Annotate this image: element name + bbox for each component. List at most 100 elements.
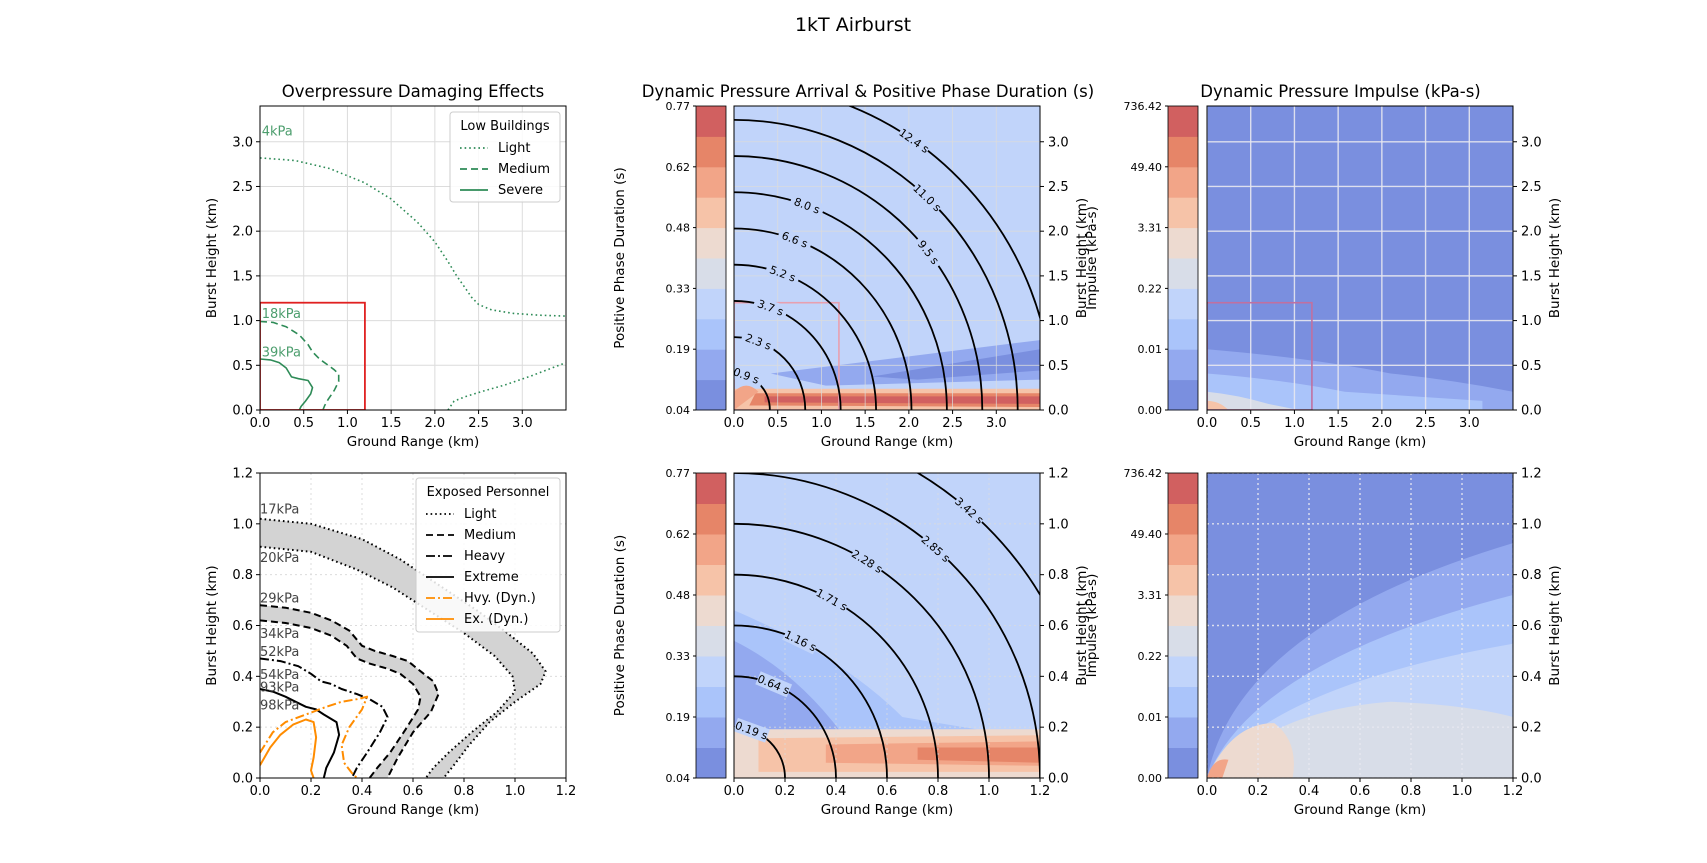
contour-line xyxy=(734,191,948,410)
filled-contour xyxy=(1207,759,1229,778)
series-line-medium xyxy=(260,604,440,778)
plot-area xyxy=(260,517,547,778)
colorbar-segment xyxy=(1168,686,1198,718)
x-axis-label: Ground Range (km) xyxy=(1294,434,1427,450)
y-tick-label: 0.6 xyxy=(1521,619,1542,634)
colorbar-segment xyxy=(696,747,726,779)
colorbar-tick-label: 0.62 xyxy=(666,161,691,174)
x-tick-label: 1.0 xyxy=(1452,784,1473,799)
contour-annotation: 52kPa xyxy=(260,645,299,660)
x-tick-label: 1.0 xyxy=(811,416,832,431)
x-tick-label: 0.0 xyxy=(250,784,271,799)
contour-label-bg xyxy=(912,234,945,270)
series-line-light xyxy=(447,361,566,410)
x-tick-label: 0.0 xyxy=(724,416,745,431)
x-tick-label: 0.2 xyxy=(301,784,322,799)
x-tick-label: 0.5 xyxy=(767,416,788,431)
colorbar-tick-label: 0.01 xyxy=(1138,711,1163,724)
y-tick-label: 1.0 xyxy=(1521,314,1542,329)
x-tick-label: 2.0 xyxy=(425,416,446,431)
y-tick-label: 1.0 xyxy=(1048,314,1069,329)
y-tick-label: 1.0 xyxy=(1048,517,1069,532)
colorbar-segment xyxy=(1168,197,1198,229)
panel-dynamic-arrival-top: 0.9 s2.3 s3.7 s5.2 s6.6 s8.0 s9.5 s11.0 … xyxy=(612,82,1094,450)
colorbar-tick-label: 736.42 xyxy=(1124,467,1163,480)
x-tick-label: 0.4 xyxy=(826,784,847,799)
colorbar-label: Positive Phase Duration (s) xyxy=(612,535,628,716)
y-tick-label: 0.0 xyxy=(1048,772,1069,787)
colorbar-tick-label: 0.04 xyxy=(666,772,691,785)
y-tick-label: 2.5 xyxy=(1521,180,1542,195)
colorbar-segment xyxy=(1168,717,1198,748)
panel-title: Overpressure Damaging Effects xyxy=(282,82,545,101)
colorbar-tick-label: 3.31 xyxy=(1138,222,1163,235)
y-tick-label: 0.2 xyxy=(1521,721,1542,736)
colorbar-frame xyxy=(695,105,727,411)
legend-entry: Medium xyxy=(464,528,516,543)
contour-line xyxy=(734,227,913,410)
x-tick-label: 1.0 xyxy=(505,784,526,799)
legend-title: Low Buildings xyxy=(460,119,549,134)
series-line-extreme xyxy=(260,688,341,778)
y-tick-label: 2.0 xyxy=(1048,225,1069,240)
colorbar-segment xyxy=(696,166,726,198)
y-tick-label: 0.2 xyxy=(232,721,253,736)
plot-area: 0.19 s0.64 s1.16 s1.71 s2.28 s 2.85 s3.42… xyxy=(734,473,1040,778)
legend-entry: Light xyxy=(498,141,530,156)
contour-label-bg xyxy=(788,192,826,218)
x-tick-label: 1.5 xyxy=(855,416,876,431)
panel-overpressure-top: 4kPa 18kPa 39kPa 0.0 0.5 1.0 1.5 2.0 2.5 3.0 0.0 0.… xyxy=(204,82,567,450)
axes-frame xyxy=(259,472,567,779)
y-axis-label: Burst Height (km) xyxy=(1074,565,1090,685)
plot-area xyxy=(1207,106,1513,410)
y-axis-label: Burst Height (km) xyxy=(1547,198,1563,318)
colorbar-segment xyxy=(696,288,726,320)
x-tick-label: 2.0 xyxy=(899,416,920,431)
colorbar-tick-label: 0.77 xyxy=(666,100,691,113)
y-tick-label: 2.0 xyxy=(1521,225,1542,240)
figure-suptitle: 1kT Airburst xyxy=(795,14,911,36)
y-tick-label: 1.5 xyxy=(1521,269,1542,284)
x-axis-label: Ground Range (km) xyxy=(1294,802,1427,818)
colorbar-tick-label: 0.19 xyxy=(666,711,691,724)
colorbar-tick-label: 0.22 xyxy=(1138,650,1163,663)
contour-line xyxy=(915,473,1040,597)
legend-entry: Hvy. (Dyn.) xyxy=(464,591,536,606)
x-tick-label: 0.5 xyxy=(1240,416,1261,431)
y-tick-label: 0.5 xyxy=(232,359,253,374)
colorbar-label: Positive Phase Duration (s) xyxy=(612,167,628,348)
colorbar-segment xyxy=(696,686,726,718)
y-tick-label: 0.6 xyxy=(1048,619,1069,634)
contour-annotation: 18kPa xyxy=(262,307,301,322)
colorbar-segment xyxy=(696,595,726,626)
y-tick-label: 0.0 xyxy=(1521,772,1542,787)
x-tick-label: 0.6 xyxy=(877,784,898,799)
series-line-light xyxy=(260,545,516,778)
contour-label-bg xyxy=(764,261,802,287)
colorbar-tick-label: 0.33 xyxy=(666,650,691,663)
series-line-hvy-dyn- xyxy=(260,695,369,778)
colorbar-segment xyxy=(696,136,726,168)
colorbar-segment xyxy=(1168,747,1198,779)
y-tick-label: 0.0 xyxy=(1521,404,1542,419)
y-tick-label: 0.4 xyxy=(232,670,253,685)
colorbar-segment xyxy=(1168,379,1198,411)
contour-label-bg xyxy=(782,626,819,655)
colorbar-segment xyxy=(1168,656,1198,687)
contour-label-bg xyxy=(813,585,851,614)
legend-entry: Extreme xyxy=(464,570,519,585)
contour-line xyxy=(734,263,877,410)
axes-frame xyxy=(733,105,1041,411)
colorbar-tick-label: 0.48 xyxy=(666,222,691,235)
colorbar-label: Impulse (kPa-s) xyxy=(1084,206,1100,310)
contour-line xyxy=(734,675,837,778)
y-tick-label: 1.0 xyxy=(1521,517,1542,532)
series-line-medium xyxy=(260,619,422,778)
y-tick-label: 0.5 xyxy=(1521,359,1542,374)
x-tick-label: 0.0 xyxy=(250,416,271,431)
y-tick-label: 3.0 xyxy=(1521,135,1542,150)
colorbar-segment xyxy=(696,717,726,748)
x-tick-label: 1.2 xyxy=(1030,784,1051,799)
contour-annotation: 29kPa xyxy=(260,592,299,607)
